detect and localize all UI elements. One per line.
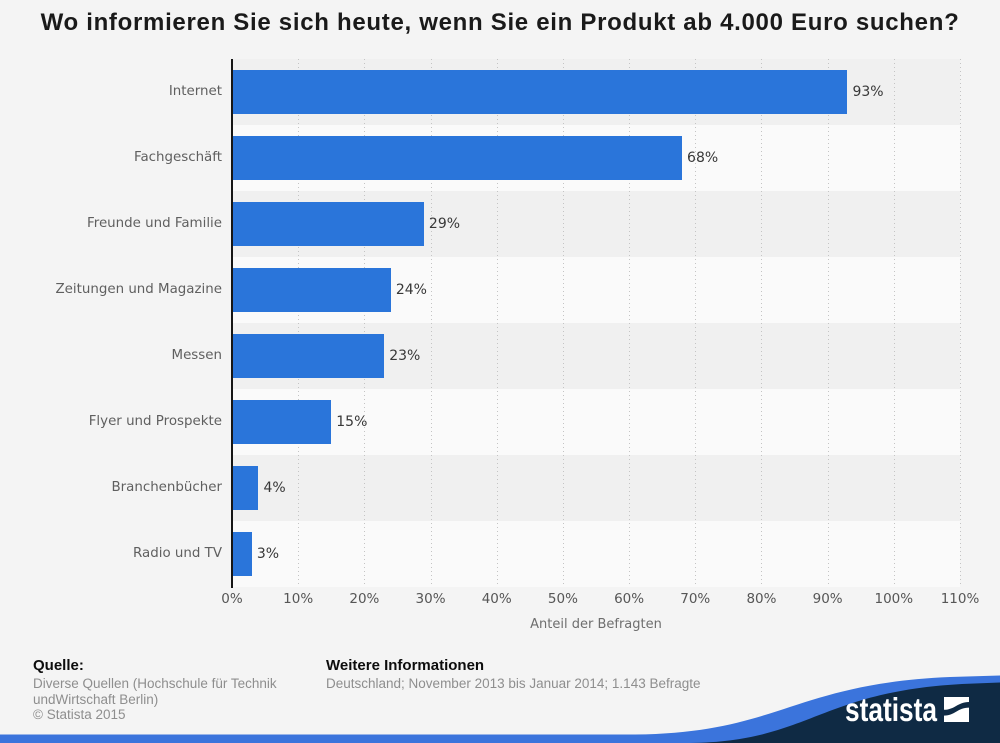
bar-row: Freunde und Familie 29% bbox=[87, 191, 960, 257]
footer-wave-blue-band bbox=[0, 675, 1000, 743]
bar bbox=[232, 466, 259, 510]
value-label: 15% bbox=[336, 414, 368, 430]
x-axis-title: Anteil der Befragten bbox=[530, 617, 662, 632]
footer-wave-navy-shape bbox=[690, 682, 1000, 743]
x-tick-label: 60% bbox=[614, 591, 645, 607]
value-label: 4% bbox=[263, 480, 286, 496]
x-tick-label: 50% bbox=[547, 591, 578, 607]
statista-logo-icon bbox=[944, 697, 969, 722]
category-label: Zeitungen und Magazine bbox=[55, 282, 222, 297]
category-label: Branchenbücher bbox=[111, 480, 222, 495]
chart-title: Wo informieren Sie sich heute, wenn Sie … bbox=[40, 9, 960, 36]
gridline bbox=[960, 59, 961, 587]
category-label: Messen bbox=[171, 348, 222, 363]
bar bbox=[232, 334, 385, 378]
value-label: 29% bbox=[428, 216, 461, 232]
x-tick-label: 0% bbox=[221, 591, 243, 607]
info-block: Weitere Informationen Deutschland; Novem… bbox=[326, 658, 746, 692]
category-label: Radio und TV bbox=[133, 546, 222, 561]
x-tick-label: 30% bbox=[415, 591, 446, 607]
statista-footer-banner: statista bbox=[0, 675, 1000, 743]
bar bbox=[232, 400, 332, 444]
info-heading: Weitere Informationen bbox=[326, 657, 485, 674]
bar-row: Flyer und Prospekte 15% bbox=[89, 389, 960, 455]
y-axis-line bbox=[231, 59, 233, 588]
info-text: Deutschland; November 2013 bis Januar 20… bbox=[326, 676, 701, 691]
bar bbox=[232, 136, 683, 180]
x-tick-label: 10% bbox=[283, 591, 314, 607]
bar-row: Radio und TV 3% bbox=[133, 521, 960, 587]
source-text: Diverse Quellen (Hochschule für Technik … bbox=[33, 676, 277, 707]
bar-row: Zeitungen und Magazine 24% bbox=[55, 257, 960, 323]
x-tick-label: 70% bbox=[680, 591, 711, 607]
x-tick-label: 20% bbox=[349, 591, 380, 607]
bar-row: Internet 93% bbox=[169, 59, 960, 125]
category-label: Flyer und Prospekte bbox=[88, 414, 222, 429]
x-tick-label: 100% bbox=[874, 591, 914, 607]
x-tick-label: 40% bbox=[481, 591, 512, 607]
statista-logo-text: statista bbox=[845, 691, 938, 728]
value-label: 23% bbox=[389, 348, 421, 364]
bar bbox=[232, 202, 424, 246]
x-axis-tick-labels: 0% 10% 20% 30% 40% 50% 60% 70% 80% 90% 100% 110% bbox=[221, 591, 979, 607]
value-label: 3% bbox=[256, 546, 280, 562]
x-tick-label: 80% bbox=[746, 591, 777, 607]
value-label: 93% bbox=[852, 84, 884, 100]
copyright-text: © Statista 2015 bbox=[33, 707, 126, 722]
bar bbox=[232, 268, 391, 312]
category-label: Freunde und Familie bbox=[87, 216, 222, 231]
category-label: Fachgeschäft bbox=[133, 150, 222, 165]
category-label: Internet bbox=[168, 84, 222, 99]
bar-plot-area: Internet 93% Fachgeschäft 68% Freunde und Fa… bbox=[55, 59, 960, 587]
bar bbox=[232, 70, 848, 114]
bar bbox=[232, 532, 252, 576]
source-heading: Quelle: bbox=[33, 657, 84, 674]
bar-row: Messen 23% bbox=[172, 323, 960, 389]
bar-row: Fachgeschäft 68% bbox=[134, 125, 960, 191]
bar-row: Branchenbücher 4% bbox=[111, 455, 960, 521]
value-label: 24% bbox=[395, 282, 427, 298]
x-tick-label: 110% bbox=[940, 591, 980, 607]
source-block: Quelle: Diverse Quellen (Hochschule für … bbox=[33, 658, 305, 723]
x-tick-label: 90% bbox=[812, 591, 843, 607]
value-label: 68% bbox=[687, 150, 719, 166]
